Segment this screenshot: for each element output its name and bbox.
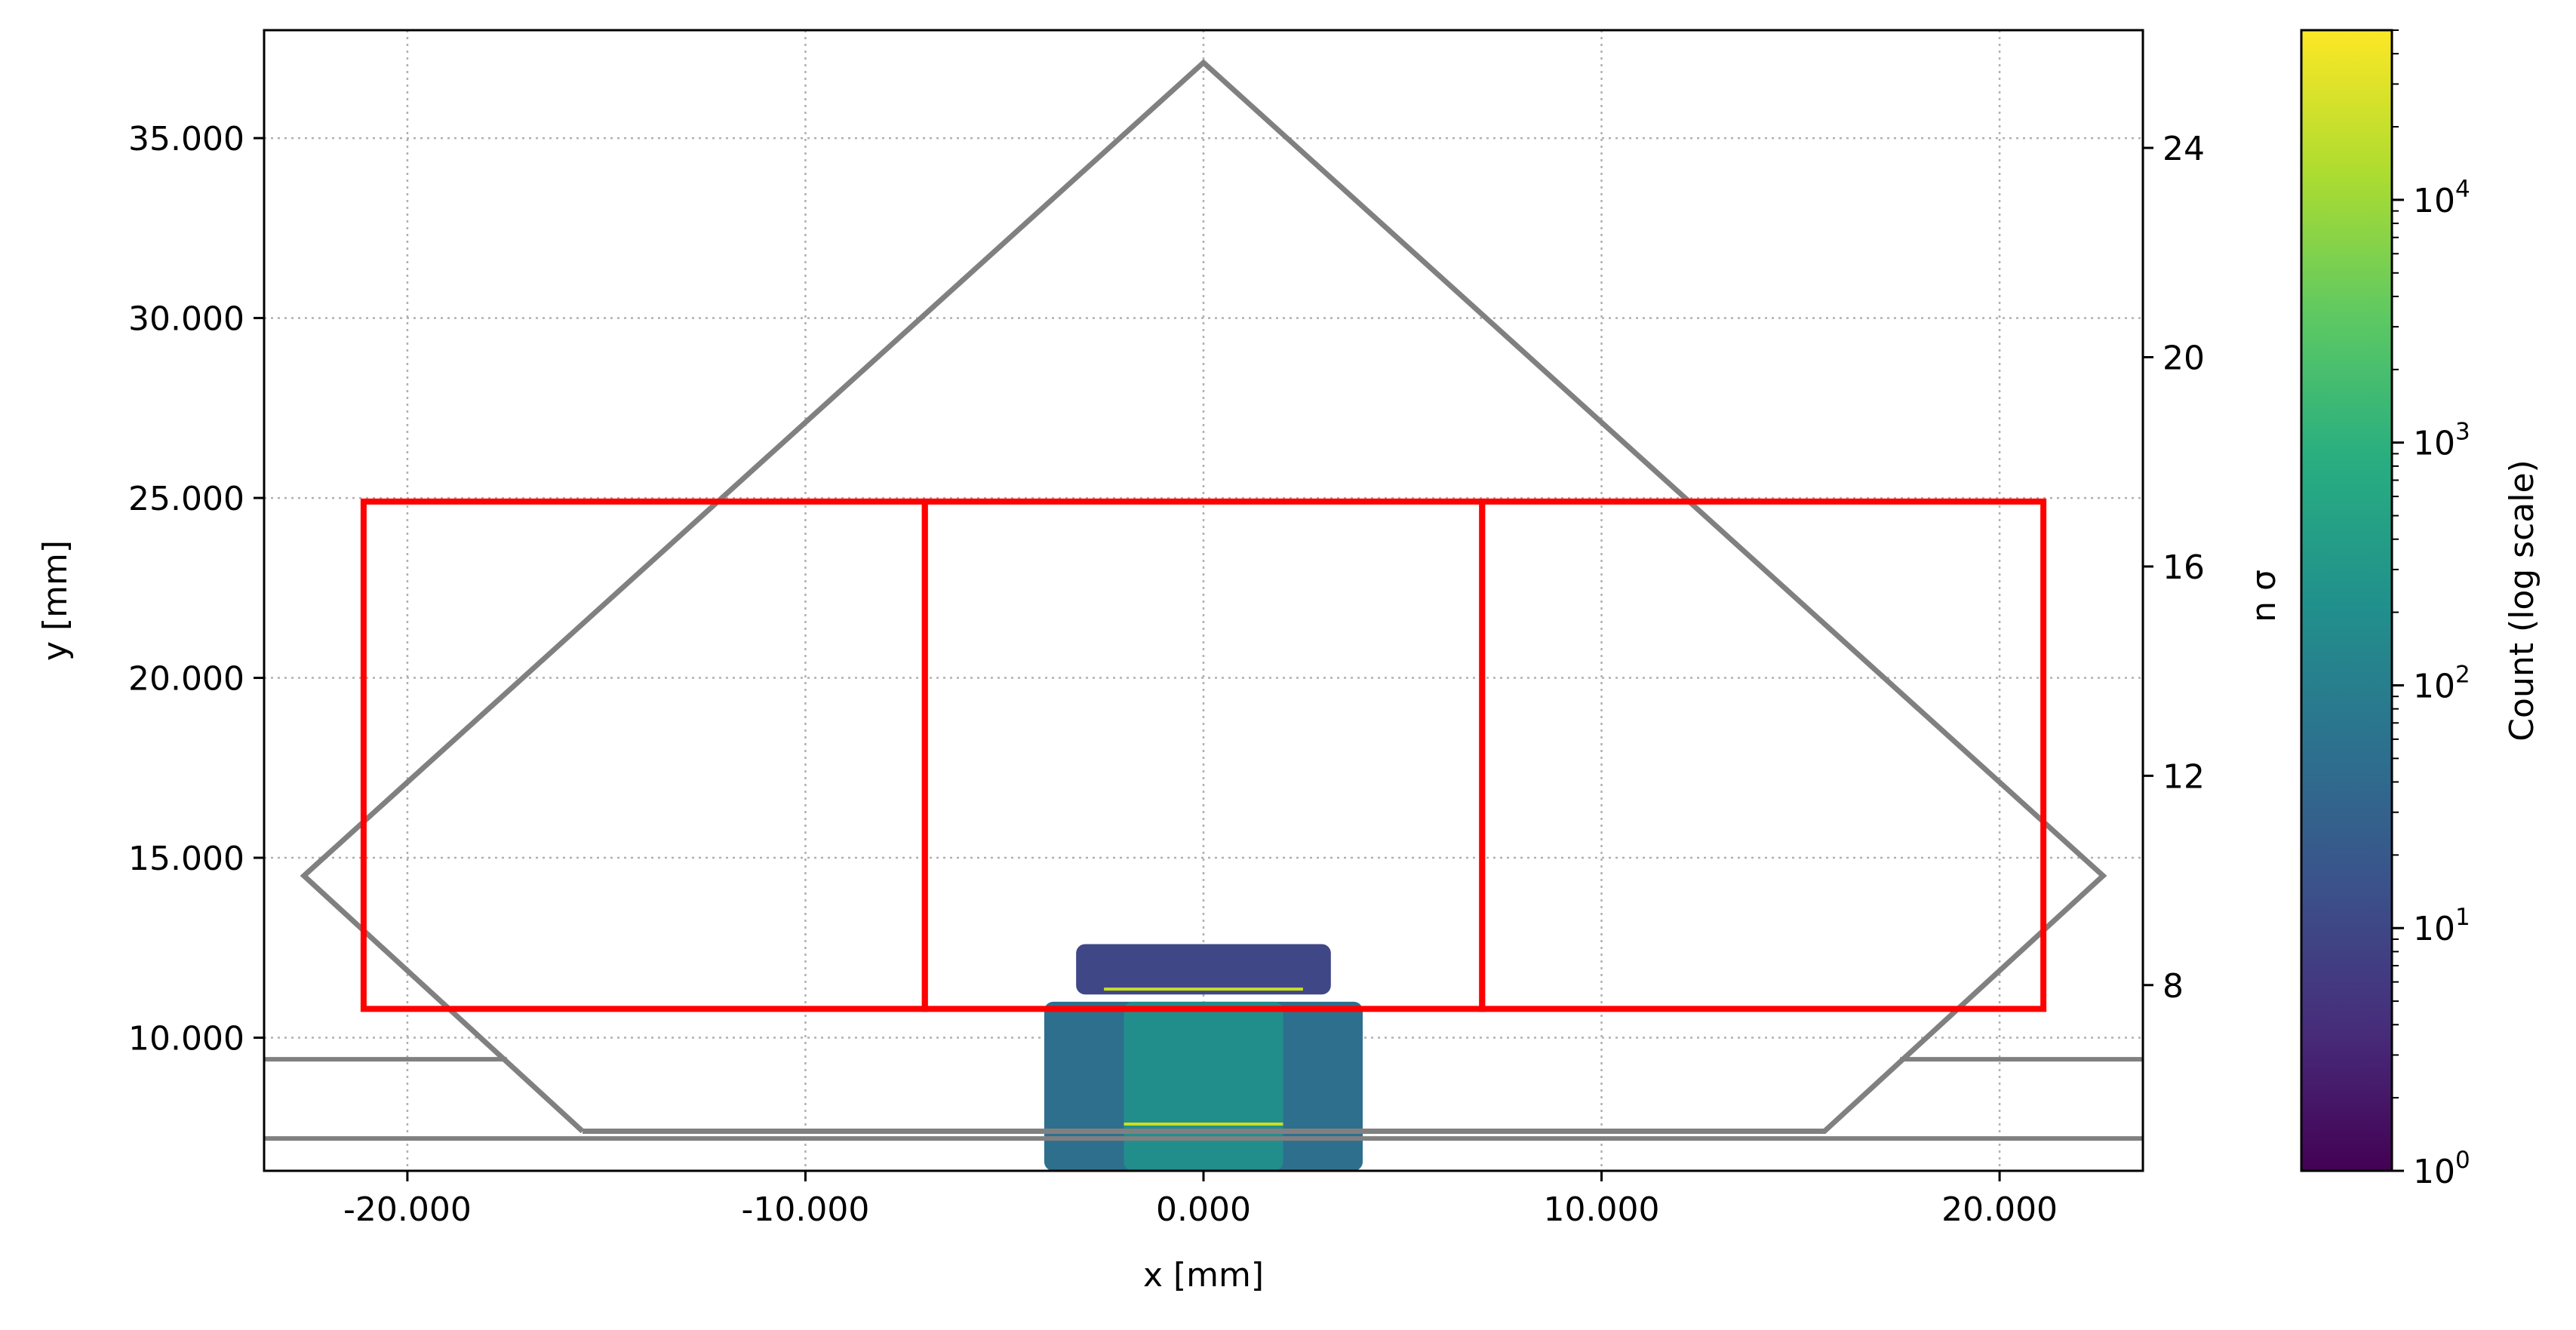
y-tick-label: 10.000 [128, 1020, 244, 1058]
aperture-outline [300, 59, 2107, 1135]
x-tick-label: 0.000 [1156, 1190, 1251, 1229]
y2-tick-label: 12 [2163, 757, 2205, 796]
colorbar-tick-exponent: 4 [2455, 176, 2470, 203]
colorbar-tick-base: 10 [2413, 910, 2455, 948]
colorbar-tick-exponent: 1 [2455, 904, 2470, 931]
colorbar-tick-exponent: 3 [2455, 419, 2470, 446]
colorbar-tick-label: 104 [2413, 176, 2470, 220]
colorbar-tick-exponent: 0 [2455, 1147, 2470, 1174]
y-tick-label: 25.000 [128, 480, 244, 518]
x-tick-label: 20.000 [1941, 1190, 2058, 1229]
y-axis-label: y [mm] [36, 540, 75, 661]
heatmap-band [1124, 1001, 1283, 1171]
x-tick-label: -10.000 [742, 1190, 870, 1229]
grid [264, 30, 2143, 1171]
colorbar-tick-base: 10 [2413, 667, 2455, 705]
y2-tick-label: 8 [2163, 967, 2184, 1006]
x-axis: -20.000 -10.000 0.000 10.000 20.000 [343, 1171, 2058, 1229]
y2-tick-label: 20 [2163, 339, 2205, 377]
y2-axis-label: n σ [2245, 570, 2283, 622]
detector-box [1479, 498, 2047, 1012]
y2-tick-label: 16 [2163, 548, 2205, 587]
aperture-lines [264, 59, 2143, 1141]
y-tick-label: 20.000 [128, 660, 244, 699]
x-tick-label: 10.000 [1544, 1190, 1660, 1229]
beam-heatmap [1044, 944, 1363, 1171]
x-tick-label: -20.000 [343, 1190, 472, 1229]
colorbar-tick-label: 102 [2413, 661, 2470, 705]
colorbar-tick-label: 101 [2413, 904, 2470, 948]
colorbar-label: Count (log scale) [2503, 459, 2541, 741]
y-tick-label: 15.000 [128, 840, 244, 878]
y-axis: 10.000 15.000 20.000 25.000 30.000 35.000 [128, 120, 264, 1058]
y2-tick-label: 24 [2163, 130, 2205, 168]
detector-boxes [360, 498, 2047, 1012]
colorbar-tick-base: 10 [2413, 1153, 2455, 1191]
colorbar-gradient [2300, 29, 2393, 1172]
colorbar-tick-label: 103 [2413, 419, 2470, 463]
y-tick-label: 35.000 [128, 120, 244, 158]
colorbar-tick-base: 10 [2413, 425, 2455, 463]
colorbar-tick-base: 10 [2413, 182, 2455, 220]
detector-box [921, 498, 1486, 1012]
colorbar-tick-exponent: 2 [2455, 661, 2470, 688]
colorbar-tick-label: 100 [2413, 1147, 2470, 1191]
heatmap-band [1076, 944, 1331, 995]
y2-axis: 8 12 16 20 24 [2143, 130, 2205, 1006]
x-axis-label: x [mm] [1143, 1256, 1264, 1295]
detector-box [360, 498, 928, 1012]
y-tick-label: 30.000 [128, 300, 244, 339]
